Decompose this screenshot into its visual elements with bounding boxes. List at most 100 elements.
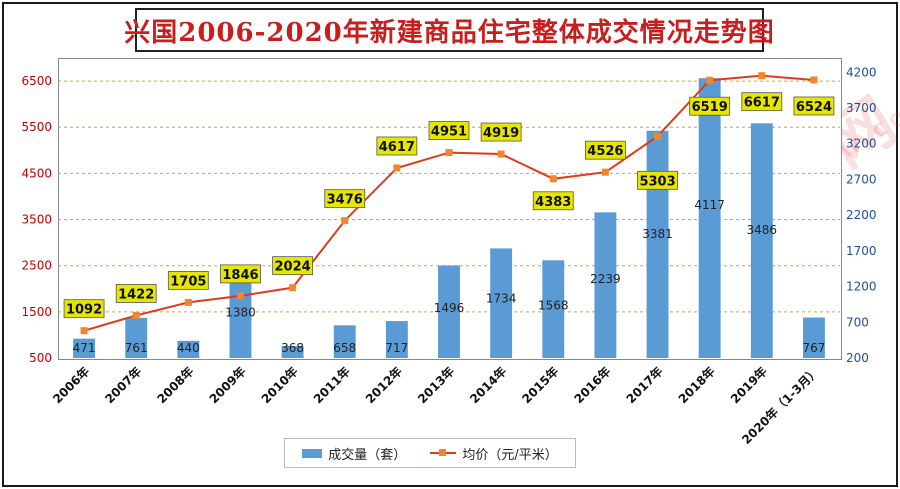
price-label-box [637, 170, 678, 190]
volume-data-label: 4117 [694, 198, 725, 212]
volume-bar [698, 78, 721, 358]
legend-volume-label: 成交量（套） [328, 447, 407, 463]
x-axis-tick: 2007年 [102, 364, 145, 407]
legend-bar-swatch [302, 448, 323, 458]
price-marker [289, 284, 297, 292]
volume-bar [490, 248, 513, 358]
x-axis-tick: 2014年 [467, 364, 510, 407]
volume-data-label: 1568 [538, 298, 569, 312]
price-marker [236, 292, 244, 300]
volume-bar [646, 130, 669, 358]
legend-item-price: 均价（元/平米） [430, 444, 558, 463]
volume-data-label: 767 [802, 341, 825, 355]
price-marker [758, 72, 766, 80]
volume-bar [438, 265, 460, 358]
x-axis-tick: 2008年 [154, 364, 197, 407]
volume-data-label: 1496 [434, 301, 465, 315]
left-axis-tick: 4500 [21, 166, 52, 180]
price-marker [445, 149, 453, 157]
left-axis-tick: 500 [29, 351, 52, 365]
price-data-label: 4383 [535, 195, 571, 210]
volume-data-label: 717 [385, 341, 408, 355]
price-data-label: 6519 [692, 100, 728, 115]
left-axis-tick: 3500 [21, 213, 52, 227]
price-data-label: 6617 [744, 96, 780, 111]
right-axis-tick: 2700 [846, 172, 877, 186]
x-axis-tick: 2018年 [675, 364, 718, 407]
x-axis-tick: 2015年 [519, 364, 562, 407]
volume-bar [750, 123, 773, 359]
price-marker [654, 132, 662, 140]
x-axis-tick: 2006年 [49, 364, 92, 407]
price-data-label: 4617 [379, 140, 415, 155]
price-marker [132, 311, 140, 319]
volume-bar [333, 325, 356, 358]
right-axis-tick: 3700 [846, 101, 877, 115]
x-axis-tick: 2010年 [258, 364, 301, 407]
volume-bar [125, 317, 148, 358]
volume-bar [802, 317, 825, 358]
price-data-label: 3476 [327, 193, 363, 208]
left-axis-tick: 1500 [21, 305, 52, 319]
x-axis-tick: 2011年 [310, 364, 353, 407]
volume-data-label: 1734 [486, 292, 517, 306]
price-label-box [428, 121, 470, 140]
right-axis-tick: 4200 [846, 65, 877, 79]
right-axis-tick: 1700 [846, 244, 877, 258]
price-data-label: 1846 [222, 268, 258, 283]
legend-item-volume: 成交量（套） [302, 444, 406, 463]
volume-bar [281, 346, 304, 358]
volume-data-label: 3381 [642, 227, 673, 241]
price-marker [393, 164, 401, 172]
price-label-box [480, 122, 522, 142]
chart-title: 兴国2006-2020年新建商品住宅整体成交情况走势图 [124, 17, 775, 48]
price-label-box [167, 270, 209, 290]
price-marker [184, 298, 192, 306]
price-data-label: 4919 [483, 126, 519, 141]
price-label-box [741, 92, 783, 112]
volume-data-label: 471 [73, 341, 96, 355]
price-marker [80, 327, 88, 335]
price-label-box [115, 284, 157, 303]
x-axis-tick: 2016年 [571, 364, 614, 407]
price-data-label: 1705 [170, 274, 206, 289]
price-label-box [793, 96, 835, 116]
volume-data-label: 368 [281, 341, 304, 355]
volume-data-label: 761 [125, 341, 148, 355]
x-axis-tick: 2019年 [727, 364, 770, 407]
volume-bar [594, 212, 617, 358]
price-marker [706, 76, 714, 84]
x-axis-tick: 2013年 [414, 364, 457, 407]
right-axis-tick: 200 [846, 351, 869, 365]
volume-bar [542, 260, 565, 358]
x-axis-tick: 2009年 [206, 364, 249, 407]
legend-line-swatch [430, 447, 457, 459]
volume-data-label: 3486 [747, 223, 778, 237]
price-label-box [220, 264, 261, 284]
price-data-label: 4526 [587, 144, 623, 159]
volume-data-label: 2239 [590, 272, 621, 286]
left-axis-tick: 2500 [21, 259, 52, 273]
legend-price-label: 均价（元/平米） [462, 447, 558, 463]
price-label-box [324, 189, 366, 209]
price-label-box [376, 136, 418, 156]
right-axis-tick: 1200 [846, 280, 877, 294]
price-data-label: 5303 [639, 174, 675, 189]
title-box: 兴国2006-2020年新建商品住宅整体成交情况走势图 [124, 8, 774, 52]
price-data-label: 6524 [796, 100, 832, 115]
volume-data-label: 1380 [225, 306, 256, 320]
price-marker [549, 175, 557, 183]
price-data-label: 4951 [431, 125, 467, 140]
price-label-box [585, 140, 626, 160]
x-axis-tick: 2012年 [362, 364, 405, 407]
price-marker [601, 168, 609, 176]
price-marker [810, 76, 818, 84]
volume-data-label: 440 [177, 341, 200, 355]
right-axis-tick: 2200 [846, 208, 877, 222]
price-data-label: 1422 [118, 287, 154, 302]
price-marker [497, 150, 505, 158]
price-marker [341, 217, 349, 225]
price-label-box [532, 191, 574, 211]
volume-bar [73, 338, 96, 358]
